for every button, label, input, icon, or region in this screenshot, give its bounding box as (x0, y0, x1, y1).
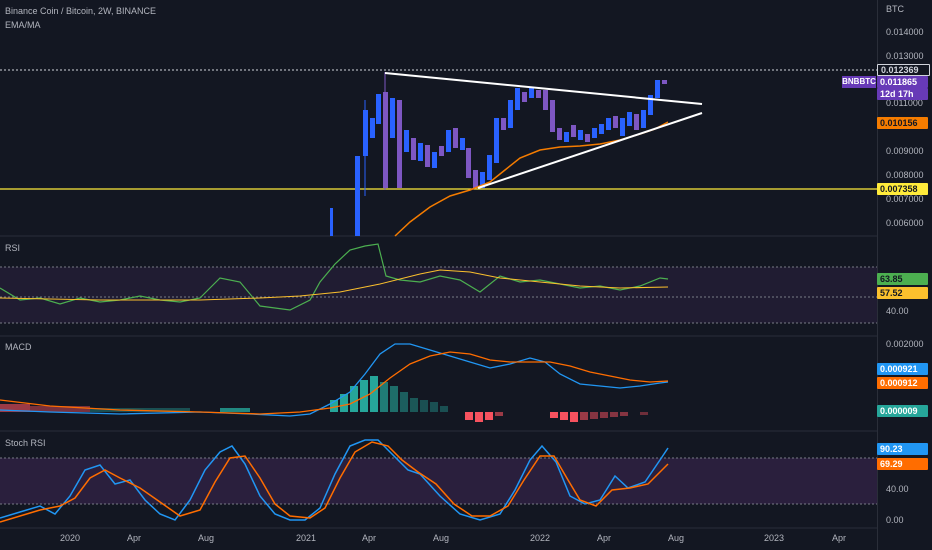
time-tick: Aug (198, 533, 215, 543)
time-tick: Aug (668, 533, 685, 543)
time-tick: Apr (127, 533, 142, 543)
last-price-label: 0.011865 (877, 76, 928, 88)
signal-value-label: 0.000912 (877, 377, 928, 389)
high-price-label: 0.012369 (877, 64, 930, 76)
stoch-k-label: 90.23 (877, 443, 928, 455)
macd-value-label: 0.000921 (877, 363, 928, 375)
stoch-title[interactable]: Stoch RSI (5, 438, 46, 448)
time-tick: 2023 (764, 533, 785, 543)
rsi-title[interactable]: RSI (5, 243, 21, 253)
macd-tick: 0.002000 (886, 339, 924, 349)
trendline-upper[interactable] (384, 72, 703, 105)
macd-line (0, 343, 669, 417)
stoch-d-line (0, 441, 669, 523)
rsi-value-label: 63.85 (877, 273, 928, 285)
ema-price-label: 0.010156 (877, 117, 928, 129)
time-tick: Apr (597, 533, 612, 543)
rsi-tick: 40.00 (886, 306, 909, 316)
time-tick: Apr (362, 533, 377, 543)
rsi-ma-value-label: 57.52 (877, 287, 928, 299)
price-tick: 0.011000 (886, 98, 923, 108)
time-tick: 2021 (296, 533, 317, 543)
chart-title[interactable]: Binance Coin / Bitcoin, 2W, BINANCE (5, 6, 157, 16)
stoch-d-label: 69.29 (877, 458, 928, 470)
time-tick: 2020 (60, 533, 81, 543)
time-tick: 2022 (530, 533, 551, 543)
indicator-legend[interactable]: EMA/MA (5, 20, 41, 30)
time-tick: Apr (832, 533, 847, 543)
hist-value-label: 0.000009 (877, 405, 928, 417)
countdown-label: 12d 17h (877, 88, 928, 100)
support-price-label: 0.007358 (877, 183, 928, 195)
stoch-tick: 0.00 (886, 515, 904, 525)
price-tick: 0.014000 (886, 27, 924, 37)
price-tick: 0.013000 (886, 51, 924, 61)
time-tick: Aug (433, 533, 450, 543)
price-tick: 0.009000 (886, 146, 924, 156)
macd-histogram (0, 376, 648, 422)
trendline-lower[interactable] (477, 112, 703, 189)
price-tick: 0.006000 (886, 218, 924, 228)
macd-title[interactable]: MACD (5, 342, 32, 352)
price-tick: 0.008000 (886, 170, 924, 180)
stoch-k-line (0, 439, 669, 521)
price-tick: 0.007000 (886, 194, 924, 204)
currency-label: BTC (886, 4, 904, 14)
chart-canvas[interactable] (0, 0, 877, 550)
rsi-ma-line (0, 269, 669, 301)
symbol-tag: BNBBTC (842, 76, 876, 88)
stoch-tick: 40.00 (886, 484, 909, 494)
candlesticks (330, 72, 667, 236)
signal-line (0, 351, 669, 415)
